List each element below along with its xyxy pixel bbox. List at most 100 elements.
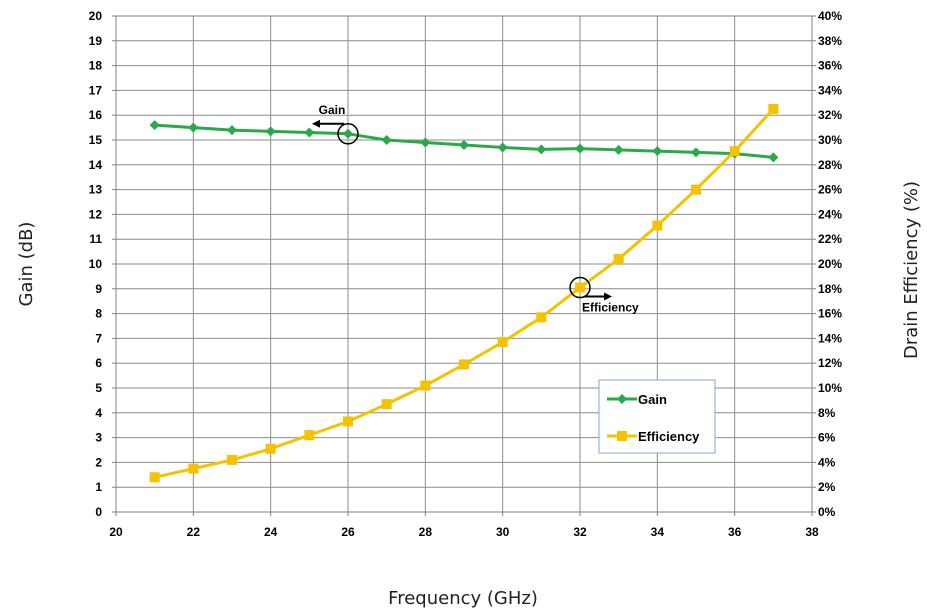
y-axis-title: Gain (dB) [16, 222, 37, 307]
efficiency-point [536, 312, 547, 323]
efficiency-annotation-label: Efficiency [582, 301, 639, 315]
efficiency-point [613, 254, 624, 265]
y2-tick-label: 30% [818, 133, 842, 147]
y2-tick-label: 24% [818, 207, 842, 221]
efficiency-point [188, 463, 199, 474]
y2-tick-label: 14% [818, 331, 842, 345]
efficiency-point [497, 337, 508, 348]
legend: Gain Efficiency [598, 379, 716, 454]
gain-point [381, 135, 392, 145]
y2-tick-label: 36% [818, 59, 842, 73]
y2-tick-label: 34% [818, 83, 842, 97]
y2-tick-label: 4% [818, 455, 836, 469]
y-tick-label: 18 [89, 59, 103, 73]
y-tick-label: 0 [95, 505, 102, 519]
efficiency-point [420, 380, 431, 391]
x-tick-label: 30 [496, 525, 510, 539]
gain-point [652, 146, 663, 157]
x-tick-label: 34 [651, 525, 665, 539]
y-tick-label: 13 [89, 183, 103, 197]
efficiency-point [227, 454, 237, 465]
y-tick-label: 5 [95, 381, 102, 395]
y2-tick-label: 16% [818, 307, 842, 321]
y2-tick-label: 2% [818, 480, 836, 494]
y-tick-label: 20 [89, 9, 103, 23]
y-tick-label: 12 [89, 207, 103, 221]
efficiency-point [265, 443, 276, 454]
y2-tick-label: 6% [818, 431, 836, 445]
legend-gain-label: Gain [638, 392, 667, 407]
y2-axis-title: Drain Efficiency (%) [901, 181, 922, 359]
y-tick-label: 15 [89, 133, 103, 147]
y2-tick-label: 8% [818, 406, 836, 420]
x-tick-label: 32 [573, 525, 587, 539]
gain-point [459, 139, 469, 150]
gain-point [691, 147, 701, 158]
gain-point [536, 144, 547, 155]
efficiency-point [575, 282, 585, 293]
efficiency-point [381, 399, 392, 410]
x-tick-label: 26 [341, 525, 355, 539]
y2-tick-label: 26% [818, 183, 842, 197]
efficiency-point [729, 146, 740, 157]
y2-tick-label: 22% [818, 232, 842, 246]
gain-point [768, 152, 779, 163]
series-layer [149, 104, 779, 483]
gain-point [343, 128, 353, 139]
x-tick-label: 36 [728, 525, 742, 539]
y2-tick-label: 10% [818, 381, 842, 395]
x-axis-ticks: 20 22 24 26 28 30 32 34 36 38 [109, 512, 819, 539]
y-tick-label: 4 [95, 406, 102, 420]
y2-tick-label: 38% [818, 34, 842, 48]
efficiency-point [652, 220, 663, 231]
gain-point [188, 122, 199, 133]
y2-tick-label: 40% [818, 9, 842, 23]
y2-tick-label: 0% [818, 505, 836, 519]
gain-point [420, 137, 431, 148]
x-tick-label: 22 [187, 525, 201, 539]
y-tick-label: 8 [95, 307, 102, 321]
gain-point [227, 125, 237, 136]
y-tick-label: 16 [89, 108, 103, 122]
y-tick-label: 14 [89, 158, 103, 172]
y2-tick-label: 12% [818, 356, 842, 370]
x-tick-label: 20 [109, 525, 123, 539]
y2-axis-ticks: 0% 2% 4% 6% 8% 10% 12% 14% 16% 18% 20% 22% 24% 26% 28%… [812, 9, 842, 519]
y-tick-label: 11 [89, 232, 102, 246]
x-tick-label: 38 [805, 525, 819, 539]
legend-efficiency-marker [617, 431, 627, 441]
y2-tick-label: 32% [818, 108, 842, 122]
y2-tick-label: 28% [818, 158, 842, 172]
gain-point [613, 144, 624, 155]
legend-gain-marker [617, 394, 627, 404]
y-tick-label: 10 [89, 257, 103, 271]
x-axis-title: Frequency (GHz) [388, 588, 538, 609]
y2-tick-label: 18% [818, 282, 842, 296]
gain-annotation-arrowhead [312, 119, 320, 128]
legend-efficiency-label: Efficiency [638, 429, 700, 444]
efficiency-point [768, 104, 779, 114]
x-tick-label: 28 [419, 525, 433, 539]
x-tick-label: 24 [264, 525, 278, 539]
y2-tick-label: 20% [818, 257, 842, 271]
y-tick-label: 2 [95, 455, 102, 469]
y-tick-label: 3 [95, 431, 102, 445]
gain-annotation-circle [337, 123, 359, 145]
efficiency-point [691, 184, 701, 195]
annotations: Gain Efficiency [312, 103, 639, 315]
efficiency-point [149, 472, 160, 483]
y-tick-label: 6 [95, 356, 102, 370]
gain-annotation-label: Gain [319, 103, 346, 117]
gain-point [149, 120, 160, 131]
efficiency-point [304, 430, 315, 441]
y-tick-label: 1 [95, 480, 102, 494]
efficiency-annotation-circle [569, 276, 591, 299]
efficiency-point [343, 416, 353, 427]
y-tick-label: 19 [89, 34, 103, 48]
gain-point [575, 143, 585, 154]
gain-point [497, 142, 508, 153]
y-tick-label: 9 [95, 282, 102, 296]
y-tick-label: 17 [89, 83, 103, 97]
gain-point [265, 126, 276, 137]
